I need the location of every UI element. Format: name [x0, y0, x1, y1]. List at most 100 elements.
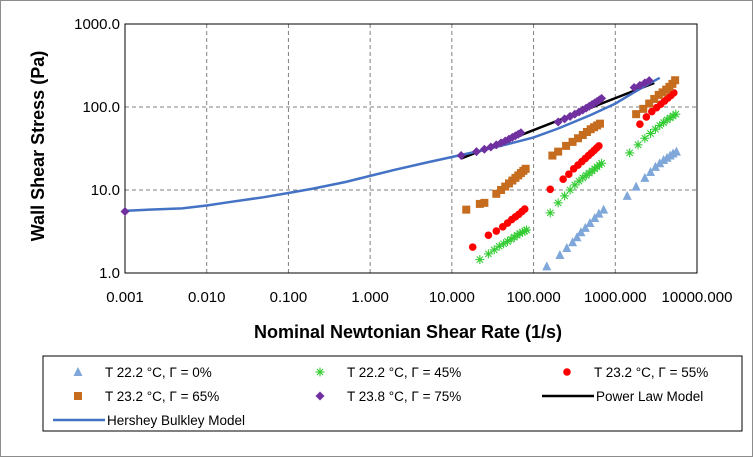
data-point: [568, 137, 577, 146]
data-point: [565, 170, 573, 179]
legend-label: T 23.2 °C, Γ = 65%: [105, 389, 219, 404]
data-point: [484, 231, 493, 240]
data-point: [646, 166, 656, 176]
x-tick-label: 0.100: [270, 289, 308, 306]
data-point: [642, 113, 651, 121]
plot-area: [124, 23, 698, 274]
y-tick-label: 1000.0: [74, 16, 120, 33]
data-point: [597, 158, 607, 168]
data-point: [553, 198, 563, 208]
legend-marker: [315, 367, 325, 377]
y-tick-label: 10.0: [91, 182, 120, 199]
y-tick-label: 100.0: [82, 99, 120, 116]
legend-marker: [563, 368, 571, 376]
data-point: [456, 151, 466, 161]
data-point: [625, 148, 635, 158]
x-axis-title: Nominal Newtonian Shear Rate (1/s): [254, 322, 562, 342]
data-point: [492, 227, 501, 235]
data-point: [520, 205, 529, 213]
x-tick-label: 0.010: [188, 289, 226, 306]
data-point: [655, 120, 665, 130]
data-point: [542, 261, 552, 271]
data-point: [632, 110, 641, 119]
data-point: [671, 109, 681, 119]
data-point: [578, 130, 587, 139]
data-point: [659, 154, 669, 164]
data-point: [120, 207, 130, 217]
data-point: [669, 89, 678, 97]
data-point: [475, 199, 484, 208]
data-point: [599, 204, 609, 214]
data-point: [555, 249, 565, 259]
x-tick-label: 10.000: [429, 289, 475, 306]
legend-marker: [73, 367, 83, 376]
data-point: [562, 243, 572, 253]
model-curves: [124, 76, 661, 213]
data-point: [633, 140, 643, 150]
y-tick-label: 1.0: [99, 265, 120, 282]
data-point: [471, 147, 481, 157]
data-point: [574, 134, 583, 143]
legend-marker: [315, 391, 325, 401]
data-point: [468, 243, 477, 251]
data-point: [671, 146, 681, 156]
legend-label: T 23.2 °C, Γ = 55%: [594, 365, 708, 380]
data-point: [562, 141, 571, 150]
data-point: [483, 249, 493, 259]
data-point: [622, 190, 632, 200]
data-point: [554, 147, 563, 156]
data-point: [568, 237, 578, 247]
y-axis-title: Wall Shear Stress (Pa): [28, 51, 48, 241]
data-point: [636, 120, 644, 129]
data-point: [639, 104, 648, 113]
data-point: [644, 76, 654, 86]
data-point: [462, 205, 471, 214]
data-point: [594, 208, 604, 218]
data-point: [595, 119, 604, 128]
data-point: [475, 255, 485, 265]
data-point: [548, 151, 557, 160]
legend: T 22.2 °C, Γ = 0% T 22.2 °C, Γ = 45% T 23.…: [53, 365, 708, 428]
x-tick-label: 0.001: [106, 289, 144, 306]
data-point: [545, 208, 555, 218]
legend-label: T 22.2 °C, Γ = 0%: [105, 365, 212, 380]
x-tick-label: 10000.000: [662, 289, 733, 306]
data-point: [572, 232, 582, 242]
legend-label: Hershey Bulkley Model: [107, 413, 245, 428]
data-point: [645, 99, 654, 108]
x-tick-label: 1000.000: [584, 289, 647, 306]
data-point: [595, 142, 603, 150]
data-point: [522, 225, 532, 235]
x-tick-label: 100.000: [506, 289, 560, 306]
legend-label: T 23.8 °C, Γ = 75%: [347, 389, 461, 404]
data-point: [489, 245, 499, 255]
data-point: [631, 181, 641, 191]
grid: [125, 24, 697, 273]
data-point: [650, 94, 659, 103]
data-point: [521, 164, 530, 173]
data-point: [553, 117, 563, 127]
data-point: [585, 218, 595, 228]
tick-labels: 0.001 0.010 0.100 1.000 10.000 100.000 1000.00…: [74, 16, 732, 306]
data-point: [597, 93, 607, 103]
data-point: [546, 185, 555, 194]
legend-box: [42, 355, 743, 432]
data-point: [671, 76, 680, 85]
data-point: [480, 198, 489, 207]
data-point: [497, 186, 506, 194]
data-point: [492, 189, 501, 198]
data-point: [560, 191, 570, 201]
data-point: [559, 175, 567, 183]
legend-marker: [74, 392, 82, 400]
data-point: [650, 161, 660, 171]
data-point: [580, 222, 590, 232]
x-tick-label: 1.000: [351, 289, 389, 306]
data-point: [516, 128, 526, 138]
data-points: [120, 76, 681, 271]
data-point: [640, 172, 650, 182]
data-point: [640, 133, 650, 143]
legend-label: T 22.2 °C, Γ = 45%: [347, 365, 461, 380]
legend-label: Power Law Model: [596, 389, 703, 404]
model-line: [124, 76, 661, 213]
